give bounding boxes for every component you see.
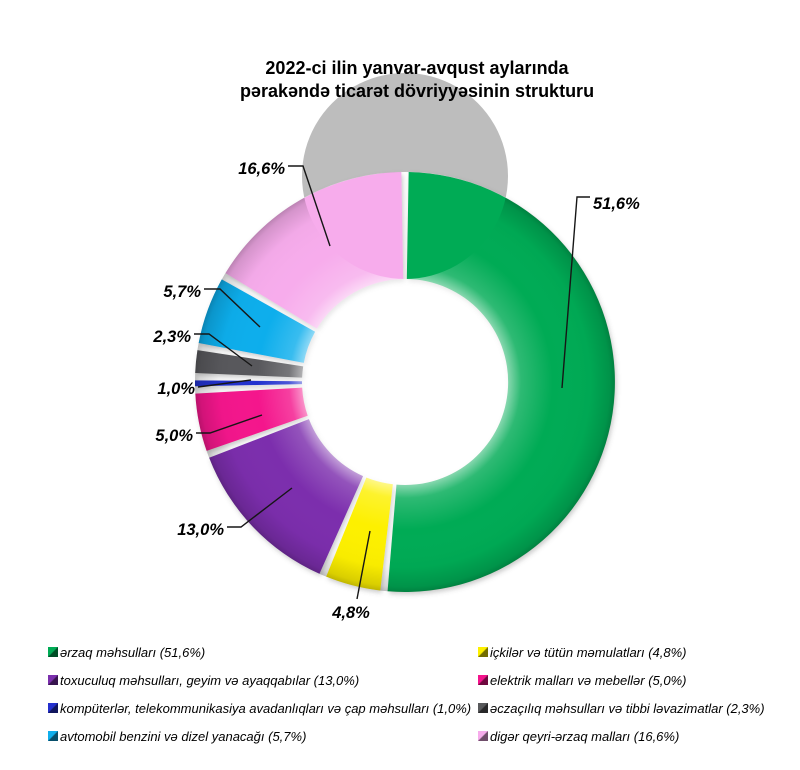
percent-label-4: 1,0% bbox=[157, 380, 195, 398]
leader-line-3 bbox=[196, 414, 263, 434]
legend-swatch-icon bbox=[478, 703, 488, 713]
legend-label: ərzaq məhsulları (51,6%) bbox=[60, 645, 206, 660]
legend-item: elektrik malları və mebellər (5,0%) bbox=[478, 673, 798, 701]
legend-swatch-icon bbox=[478, 647, 488, 657]
leader-line-0 bbox=[561, 196, 590, 389]
legend-item: ərzaq məhsulları (51,6%) bbox=[48, 645, 468, 673]
leader-line-2 bbox=[227, 487, 293, 528]
legend-label: toxuculuq məhsulları, geyim və ayaqqabıl… bbox=[60, 673, 360, 688]
legend-swatch-icon bbox=[478, 731, 488, 741]
percent-label-1: 4,8% bbox=[331, 604, 370, 622]
legend-label: içkilər və tütün məmulatları (4,8%) bbox=[490, 645, 687, 660]
pie-slice-0 bbox=[387, 172, 615, 592]
leader-line-5 bbox=[194, 333, 253, 367]
percent-label-0: 51,6% bbox=[593, 195, 640, 213]
percent-labels: 51,6% 4,8% 13,0% 5,0% 1,0% 2,3% 5,7% 16,6% bbox=[152, 160, 640, 622]
legend-swatch-icon bbox=[48, 731, 58, 741]
legend-item: əczaçılıq məhsulları və tibbi ləvazimatl… bbox=[478, 701, 798, 729]
leader-line-1 bbox=[356, 530, 371, 600]
legend-label: kompüterlər, telekommunikasiya avadanlıq… bbox=[60, 701, 472, 716]
legend-item: kompüterlər, telekommunikasiya avadanlıq… bbox=[48, 701, 472, 729]
legend-swatch-icon bbox=[48, 703, 58, 713]
legend-item: toxuculuq məhsulları, geyim və ayaqqabıl… bbox=[48, 673, 468, 701]
leader-line-4 bbox=[197, 379, 252, 388]
legend-swatch-icon bbox=[48, 647, 58, 657]
legend-label: digər qeyri-ərzaq malları (16,6%) bbox=[490, 729, 680, 744]
legend-label: əczaçılıq məhsulları və tibbi ləvazimatl… bbox=[490, 701, 765, 716]
legend-column-right: içkilər və tütün məmulatları (4,8%) elekt… bbox=[478, 645, 798, 757]
donut-slices bbox=[195, 172, 615, 592]
legend-item: digər qeyri-ərzaq malları (16,6%) bbox=[478, 729, 798, 757]
legend-swatch-icon bbox=[478, 675, 488, 685]
leader-line-6 bbox=[204, 288, 261, 328]
percent-label-6: 5,7% bbox=[163, 283, 201, 301]
legend-column-left: ərzaq məhsulları (51,6%) toxuculuq məhsul… bbox=[48, 645, 472, 757]
legend-swatch-icon bbox=[48, 675, 58, 685]
percent-label-7: 16,6% bbox=[238, 160, 285, 178]
leader-line-7 bbox=[288, 165, 331, 247]
legend-label: elektrik malları və mebellər (5,0%) bbox=[490, 673, 687, 688]
legend-item: içkilər və tütün məmulatları (4,8%) bbox=[478, 645, 798, 673]
percent-label-3: 5,0% bbox=[155, 427, 193, 445]
callout-leader-lines bbox=[194, 165, 590, 600]
legend-label: avtomobil benzini və dizel yanacağı (5,7… bbox=[60, 729, 307, 744]
percent-label-2: 13,0% bbox=[177, 521, 224, 539]
legend-item: avtomobil benzini və dizel yanacağı (5,7… bbox=[48, 729, 468, 757]
percent-label-5: 2,3% bbox=[152, 328, 191, 346]
